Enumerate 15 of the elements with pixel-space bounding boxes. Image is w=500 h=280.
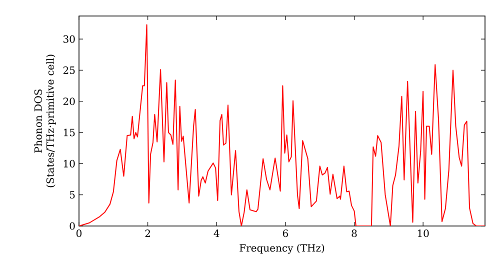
x-tick-label: 6 [282,230,288,238]
x-tick-label: 2 [145,230,150,237]
y-tick-label: 20 [63,98,75,106]
x-tick-label: 10 [418,230,429,238]
y-tick-label: 5 [70,191,75,199]
y-axis-title: Phonon DOS (States/THz·primitive cell) [34,54,56,188]
y-tick-label: 25 [63,66,75,74]
x-tick-label: 8 [352,230,357,238]
y-tick-label: 30 [64,35,75,43]
x-axis-title: Frequency (THz) [240,244,324,254]
y-tick-label: 15 [64,128,75,136]
y-tick-label: 10 [64,160,75,168]
x-tick-label: 0 [76,230,82,238]
y-tick-label: 0 [70,222,75,230]
x-tick-label: 4 [214,230,220,237]
